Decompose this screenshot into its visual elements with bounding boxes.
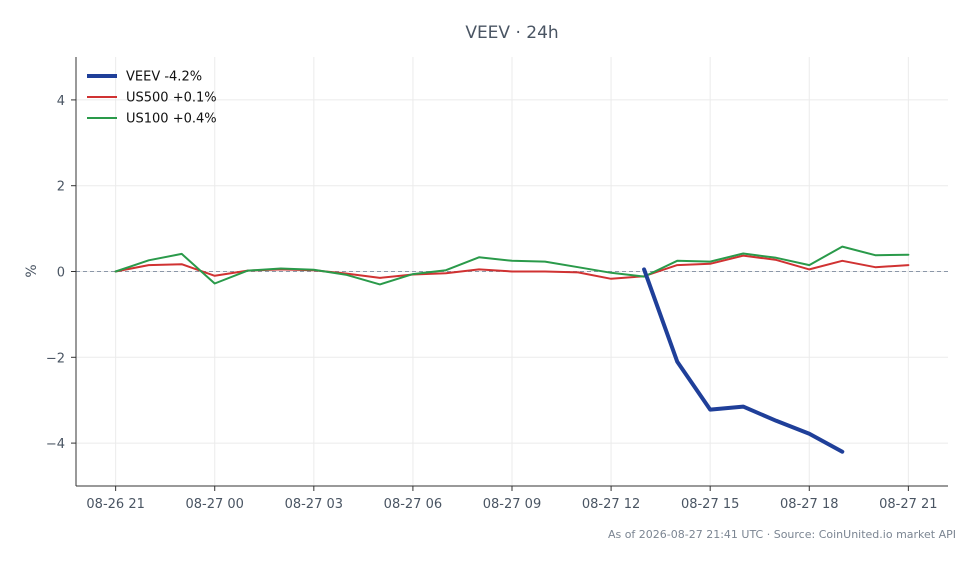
- x-tick-label: 08-27 00: [186, 497, 244, 512]
- legend-label: VEEV -4.2%: [126, 70, 202, 85]
- series-line: [642, 267, 845, 454]
- legend: VEEV -4.2% US500 +0.1% US100 +0.4%: [87, 70, 217, 127]
- x-ticks: 08-26 21 08-27 00 08-27 03 08-27 06 08-27 09…: [86, 486, 938, 512]
- y-tick-label: −4: [46, 437, 65, 452]
- y-tick-label: 4: [57, 94, 65, 109]
- y-axis-label: %: [24, 264, 40, 277]
- grid-lines: [76, 57, 948, 486]
- y-ticks: 4 2 0 −2 −4: [46, 94, 76, 452]
- legend-label: US100 +0.4%: [126, 112, 217, 127]
- legend-label: US500 +0.1%: [126, 91, 217, 106]
- series-layer: [114, 245, 910, 454]
- x-tick-label: 08-27 18: [780, 497, 838, 512]
- chart-title: VEEV · 24h: [465, 23, 558, 43]
- y-tick-label: 2: [57, 180, 65, 195]
- y-tick-label: −2: [46, 351, 65, 366]
- x-tick-label: 08-27 21: [879, 497, 937, 512]
- x-tick-label: 08-27 09: [483, 497, 541, 512]
- footer-note: As of 2026-08-27 21:41 UTC · Source: Coi…: [608, 528, 956, 541]
- series-line: [114, 245, 910, 286]
- x-tick-label: 08-27 12: [582, 497, 640, 512]
- x-tick-label: 08-26 21: [86, 497, 144, 512]
- y-tick-label: 0: [57, 266, 65, 281]
- x-tick-label: 08-27 03: [285, 497, 343, 512]
- x-tick-label: 08-27 15: [681, 497, 739, 512]
- x-tick-label: 08-27 06: [384, 497, 442, 512]
